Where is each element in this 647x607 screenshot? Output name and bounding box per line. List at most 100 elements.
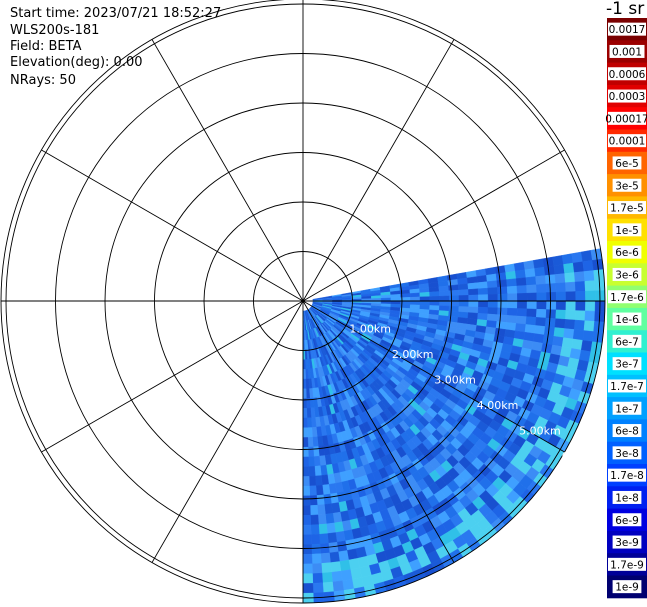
data-cell bbox=[410, 296, 421, 302]
data-cell bbox=[572, 261, 585, 273]
data-cell bbox=[318, 523, 328, 535]
range-ring-label: 5.00km bbox=[519, 424, 561, 437]
data-cell bbox=[312, 436, 319, 448]
data-cell bbox=[311, 543, 321, 555]
data-cell bbox=[497, 307, 508, 316]
data-cell bbox=[324, 503, 334, 515]
data-cell bbox=[302, 563, 313, 574]
data-cell bbox=[585, 300, 596, 312]
data-cell bbox=[310, 534, 321, 545]
colorbar-tick-bg bbox=[612, 513, 642, 527]
data-cell bbox=[312, 572, 323, 584]
colorbar-tick-label: 1.7e-6 bbox=[610, 292, 644, 304]
data-cell bbox=[308, 456, 315, 467]
data-cell bbox=[526, 284, 537, 294]
colorbar-tick-label: 1.7e-7 bbox=[610, 381, 644, 393]
data-cell bbox=[476, 275, 488, 283]
data-cell bbox=[543, 326, 556, 337]
data-cell bbox=[582, 260, 594, 272]
data-cell bbox=[302, 466, 310, 477]
colorbar-tick-bg bbox=[612, 267, 642, 281]
colorbar-tick-bg bbox=[608, 111, 646, 125]
colorbar-tick-label: 1e-9 bbox=[615, 582, 639, 594]
data-cell bbox=[552, 255, 564, 266]
data-cell bbox=[448, 305, 460, 313]
colorbar-tick-bg bbox=[609, 44, 645, 58]
data-cell bbox=[302, 544, 313, 555]
data-cell bbox=[487, 287, 498, 295]
data-cell bbox=[574, 310, 586, 321]
data-cell bbox=[410, 300, 421, 306]
data-cell bbox=[554, 318, 566, 329]
data-cell bbox=[390, 297, 401, 302]
data-cell bbox=[319, 543, 330, 554]
data-cell bbox=[571, 338, 583, 351]
data-cell bbox=[302, 408, 308, 419]
data-cell bbox=[564, 272, 576, 283]
data-cell bbox=[505, 270, 517, 280]
colorbar-tick-bg bbox=[608, 290, 646, 304]
range-ring-label: 6 bbox=[562, 450, 569, 463]
data-cell bbox=[555, 291, 567, 302]
colorbar-tick-label: 6e-5 bbox=[615, 158, 639, 170]
data-cell bbox=[525, 276, 537, 286]
data-cell bbox=[507, 293, 518, 302]
data-cell bbox=[309, 485, 317, 496]
data-cell bbox=[312, 582, 324, 594]
data-cell bbox=[515, 269, 527, 279]
data-cell bbox=[468, 288, 479, 296]
data-cell bbox=[524, 324, 536, 334]
colorbar-tick-label: 0.001 bbox=[612, 46, 642, 58]
colorbar-tick-label: 1e-8 bbox=[615, 492, 639, 504]
data-cell bbox=[302, 437, 309, 448]
azimuth-spoke bbox=[151, 39, 304, 302]
data-cell bbox=[448, 284, 459, 292]
data-cell bbox=[517, 292, 528, 302]
data-cell bbox=[302, 505, 311, 516]
data-cell bbox=[516, 308, 528, 317]
colorbar-tick-label: 0.00017 bbox=[605, 113, 647, 125]
azimuth-spoke bbox=[302, 149, 565, 302]
range-ring-label: 2.00km bbox=[392, 348, 434, 361]
colorbar-tick-bg bbox=[612, 424, 642, 438]
data-cell bbox=[329, 551, 340, 563]
data-cell bbox=[571, 251, 583, 264]
data-cell bbox=[302, 456, 309, 467]
data-cell bbox=[585, 290, 596, 302]
azimuth-spoke bbox=[302, 39, 455, 302]
colorbar-tick-label: 1.7e-8 bbox=[610, 470, 644, 482]
data-cell bbox=[506, 315, 518, 324]
data-cell bbox=[310, 524, 320, 535]
data-cell bbox=[486, 273, 498, 282]
data-cell bbox=[302, 524, 312, 536]
data-cell bbox=[554, 273, 566, 284]
data-cell bbox=[311, 426, 318, 438]
data-cell bbox=[487, 307, 498, 315]
data-cell bbox=[348, 558, 360, 570]
data-cell bbox=[582, 330, 594, 342]
data-cell bbox=[309, 504, 319, 516]
data-cell bbox=[580, 250, 593, 262]
colorbar-tick-bg bbox=[612, 245, 642, 259]
data-cell bbox=[419, 291, 430, 298]
data-cell bbox=[448, 295, 460, 302]
data-cell bbox=[497, 293, 508, 302]
data-cell bbox=[536, 292, 547, 302]
data-cell bbox=[467, 282, 479, 290]
data-cell bbox=[302, 427, 308, 438]
nrays-text: NRays: 50 bbox=[10, 73, 76, 88]
data-cell bbox=[302, 573, 314, 584]
data-cell bbox=[553, 264, 565, 275]
data-cell bbox=[314, 465, 322, 477]
data-cell bbox=[330, 561, 342, 573]
data-cell bbox=[448, 289, 460, 297]
azimuth-spoke bbox=[302, 300, 565, 453]
data-cell bbox=[321, 474, 329, 486]
data-cell bbox=[545, 274, 556, 285]
data-cell bbox=[409, 292, 421, 298]
data-cell bbox=[458, 306, 469, 313]
colorbar-tick-label: 3e-6 bbox=[615, 269, 639, 281]
data-cell bbox=[457, 283, 469, 291]
data-cell bbox=[332, 511, 343, 524]
data-cell bbox=[302, 485, 311, 497]
